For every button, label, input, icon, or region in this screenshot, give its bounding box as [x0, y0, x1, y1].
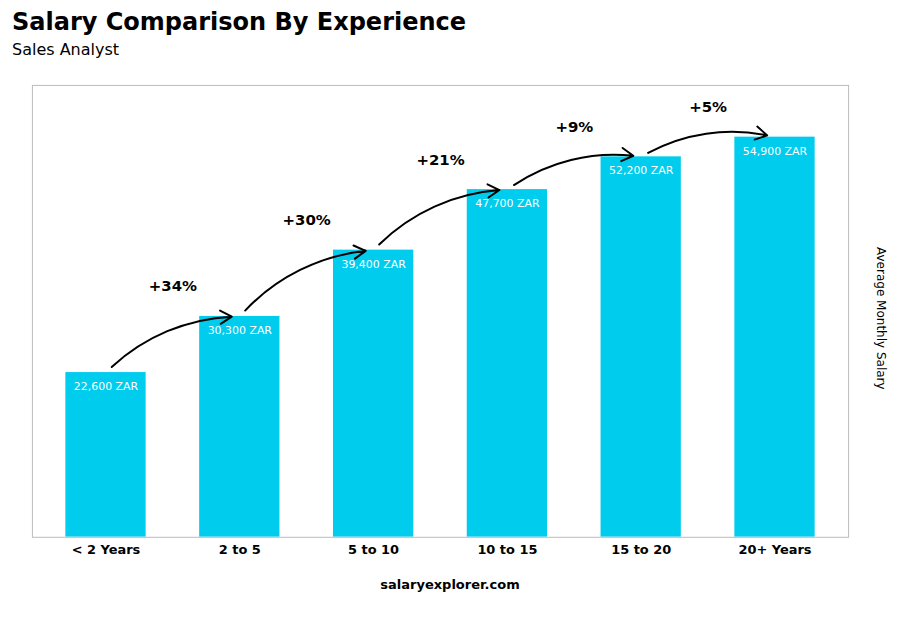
html-text:salaryexplorer.com: salaryexplorer.com — [380, 576, 520, 592]
svg-text:5 to 10: 5 to 10 — [348, 542, 399, 557]
svg-text:+34%: +34% — [149, 277, 197, 295]
svg-text:+5%: +5% — [689, 98, 727, 116]
html-text:Average Monthly Salary: Average Monthly Salary — [874, 247, 888, 391]
svg-text:30,300 ZAR: 30,300 ZAR — [208, 324, 273, 337]
svg-text:+9%: +9% — [555, 118, 593, 136]
html-text:Salary Comparison By Experienc: Salary Comparison By Experience — [12, 8, 467, 36]
svg-text:47,700 ZAR: 47,700 ZAR — [475, 197, 540, 210]
svg-text:+21%: +21% — [416, 151, 464, 169]
svg-text:22,600 ZAR: 22,600 ZAR — [74, 380, 139, 393]
html-text:Sales Analyst: Sales Analyst — [12, 40, 120, 59]
svg-text:54,900 ZAR: 54,900 ZAR — [743, 145, 808, 158]
svg-text:15 to 20: 15 to 20 — [611, 542, 671, 557]
svg-text:39,400 ZAR: 39,400 ZAR — [341, 258, 406, 271]
svg-text:+30%: +30% — [283, 211, 331, 229]
svg-text:< 2 Years: < 2 Years — [72, 542, 141, 557]
svg-text:20+ Years: 20+ Years — [738, 542, 811, 557]
svg-text:2 to 5: 2 to 5 — [219, 542, 261, 557]
svg-text:10 to 15: 10 to 15 — [477, 542, 537, 557]
svg-text:52,200 ZAR: 52,200 ZAR — [609, 164, 674, 177]
